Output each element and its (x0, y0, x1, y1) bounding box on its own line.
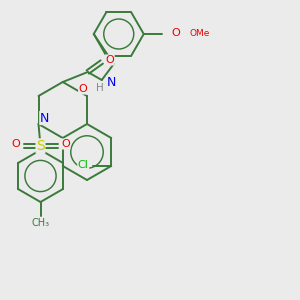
Text: O: O (171, 28, 180, 38)
Text: H: H (96, 83, 103, 93)
Text: N: N (40, 112, 49, 124)
Text: O: O (11, 139, 20, 149)
Text: CH₃: CH₃ (32, 218, 50, 228)
Text: N: N (107, 76, 116, 88)
Text: O: O (79, 84, 87, 94)
Text: O: O (61, 139, 70, 149)
Text: O: O (105, 55, 114, 65)
Text: Cl: Cl (78, 160, 89, 170)
Text: OMe: OMe (190, 28, 210, 38)
Text: S: S (36, 139, 45, 153)
